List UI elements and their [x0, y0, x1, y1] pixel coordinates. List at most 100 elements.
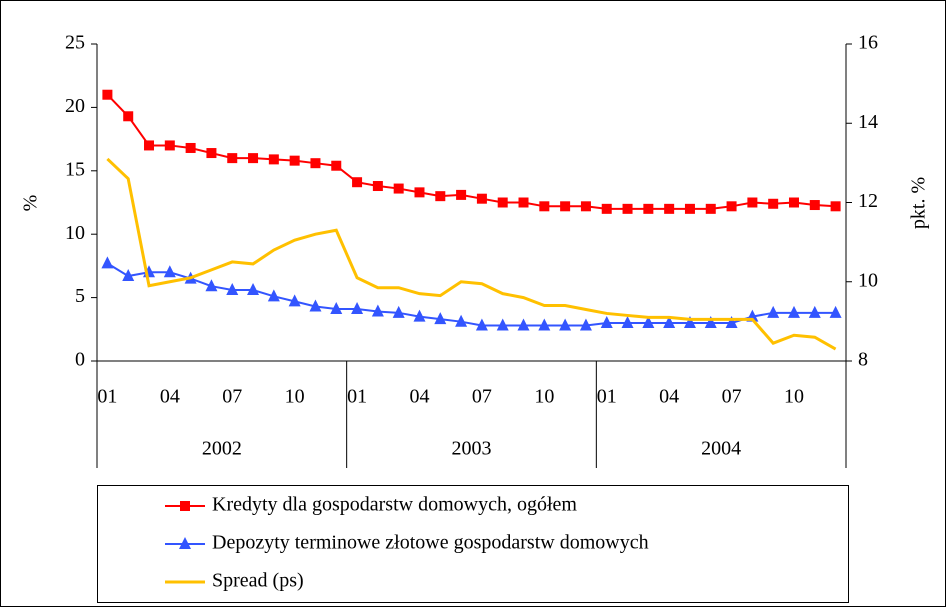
- x-group-label: 2004: [701, 438, 741, 460]
- point-marker: [559, 318, 572, 331]
- y-tick-label: 15: [65, 158, 85, 180]
- point-marker: [392, 305, 405, 318]
- point-marker: [475, 318, 488, 331]
- x-group-label: 2003: [452, 438, 492, 460]
- legend-label: Kredyty dla gospodarstw domowych, ogółem: [212, 494, 577, 516]
- point-marker: [455, 314, 468, 327]
- point-marker: [580, 201, 591, 212]
- legend-label: Depozyty terminowe złotowe gospodarstw d…: [212, 532, 649, 554]
- point-marker: [163, 265, 176, 278]
- point-marker: [185, 142, 196, 153]
- point-marker: [642, 315, 655, 328]
- point-marker: [414, 187, 425, 198]
- point-marker: [289, 155, 300, 166]
- x-tick-label: 04: [409, 386, 429, 408]
- point-marker: [310, 158, 321, 169]
- point-marker: [227, 153, 238, 164]
- point-marker: [560, 201, 571, 212]
- point-marker: [144, 140, 155, 151]
- x-group-label: 2002: [202, 438, 242, 460]
- point-marker: [538, 318, 551, 331]
- point-marker: [268, 154, 279, 165]
- point-marker: [643, 203, 654, 214]
- point-marker: [622, 203, 633, 214]
- y-axis-label: %: [20, 195, 42, 212]
- point-marker: [372, 181, 383, 192]
- y-tick-label: 0: [75, 349, 85, 371]
- x-tick-label: 10: [285, 386, 305, 408]
- point-marker: [330, 302, 343, 315]
- point-marker: [704, 315, 717, 328]
- point-marker: [808, 305, 821, 318]
- point-marker: [788, 197, 799, 208]
- point-marker: [331, 160, 342, 171]
- point-marker: [180, 501, 190, 511]
- point-marker: [747, 197, 758, 208]
- point-marker: [456, 189, 467, 200]
- point-marker: [393, 183, 404, 194]
- x-tick-label: 04: [160, 386, 180, 408]
- point-marker: [518, 197, 529, 208]
- x-tick-label: 07: [222, 386, 242, 408]
- y-tick-label: 25: [65, 32, 85, 54]
- point-marker: [309, 299, 322, 312]
- x-tick-label: 07: [722, 386, 742, 408]
- point-marker: [179, 537, 191, 549]
- y2-tick-label: 14: [858, 111, 878, 133]
- point-marker: [496, 318, 509, 331]
- point-marker: [726, 201, 737, 212]
- x-tick-label: 01: [97, 386, 117, 408]
- y2-tick-label: 16: [858, 32, 878, 54]
- x-tick-label: 04: [659, 386, 679, 408]
- y-tick-label: 20: [65, 95, 85, 117]
- point-marker: [787, 305, 800, 318]
- point-marker: [226, 282, 239, 295]
- point-marker: [164, 140, 175, 151]
- y-tick-label: 10: [65, 222, 85, 244]
- point-marker: [809, 200, 820, 211]
- point-marker: [663, 315, 676, 328]
- legend-box: [97, 485, 849, 603]
- point-marker: [434, 312, 447, 325]
- point-marker: [371, 304, 384, 317]
- point-marker: [725, 315, 738, 328]
- point-marker: [664, 203, 675, 214]
- y2-axis-label: pkt. %: [908, 177, 930, 229]
- y-tick-label: 5: [75, 285, 85, 307]
- point-marker: [413, 309, 426, 322]
- x-tick-label: 01: [597, 386, 617, 408]
- point-marker: [830, 201, 841, 212]
- point-marker: [600, 315, 613, 328]
- point-marker: [601, 203, 612, 214]
- y2-tick-label: 12: [858, 190, 878, 212]
- point-marker: [352, 177, 363, 188]
- point-marker: [579, 318, 592, 331]
- point-marker: [767, 305, 780, 318]
- point-marker: [205, 279, 218, 292]
- point-marker: [684, 203, 695, 214]
- point-marker: [102, 89, 113, 100]
- point-marker: [497, 197, 508, 208]
- point-marker: [683, 315, 696, 328]
- point-marker: [351, 302, 364, 315]
- point-marker: [123, 111, 134, 122]
- point-marker: [829, 305, 842, 318]
- point-marker: [539, 201, 550, 212]
- x-tick-label: 07: [472, 386, 492, 408]
- point-marker: [101, 256, 114, 269]
- point-marker: [621, 315, 634, 328]
- y2-tick-label: 10: [858, 269, 878, 291]
- point-marker: [768, 198, 779, 209]
- series-line: [106, 157, 837, 351]
- x-tick-label: 01: [347, 386, 367, 408]
- point-marker: [517, 318, 530, 331]
- point-marker: [288, 294, 301, 307]
- point-marker: [476, 193, 487, 204]
- point-marker: [122, 269, 135, 282]
- x-tick-label: 10: [784, 386, 804, 408]
- point-marker: [248, 153, 259, 164]
- y2-tick-label: 8: [858, 349, 868, 371]
- point-marker: [206, 148, 217, 159]
- point-marker: [705, 203, 716, 214]
